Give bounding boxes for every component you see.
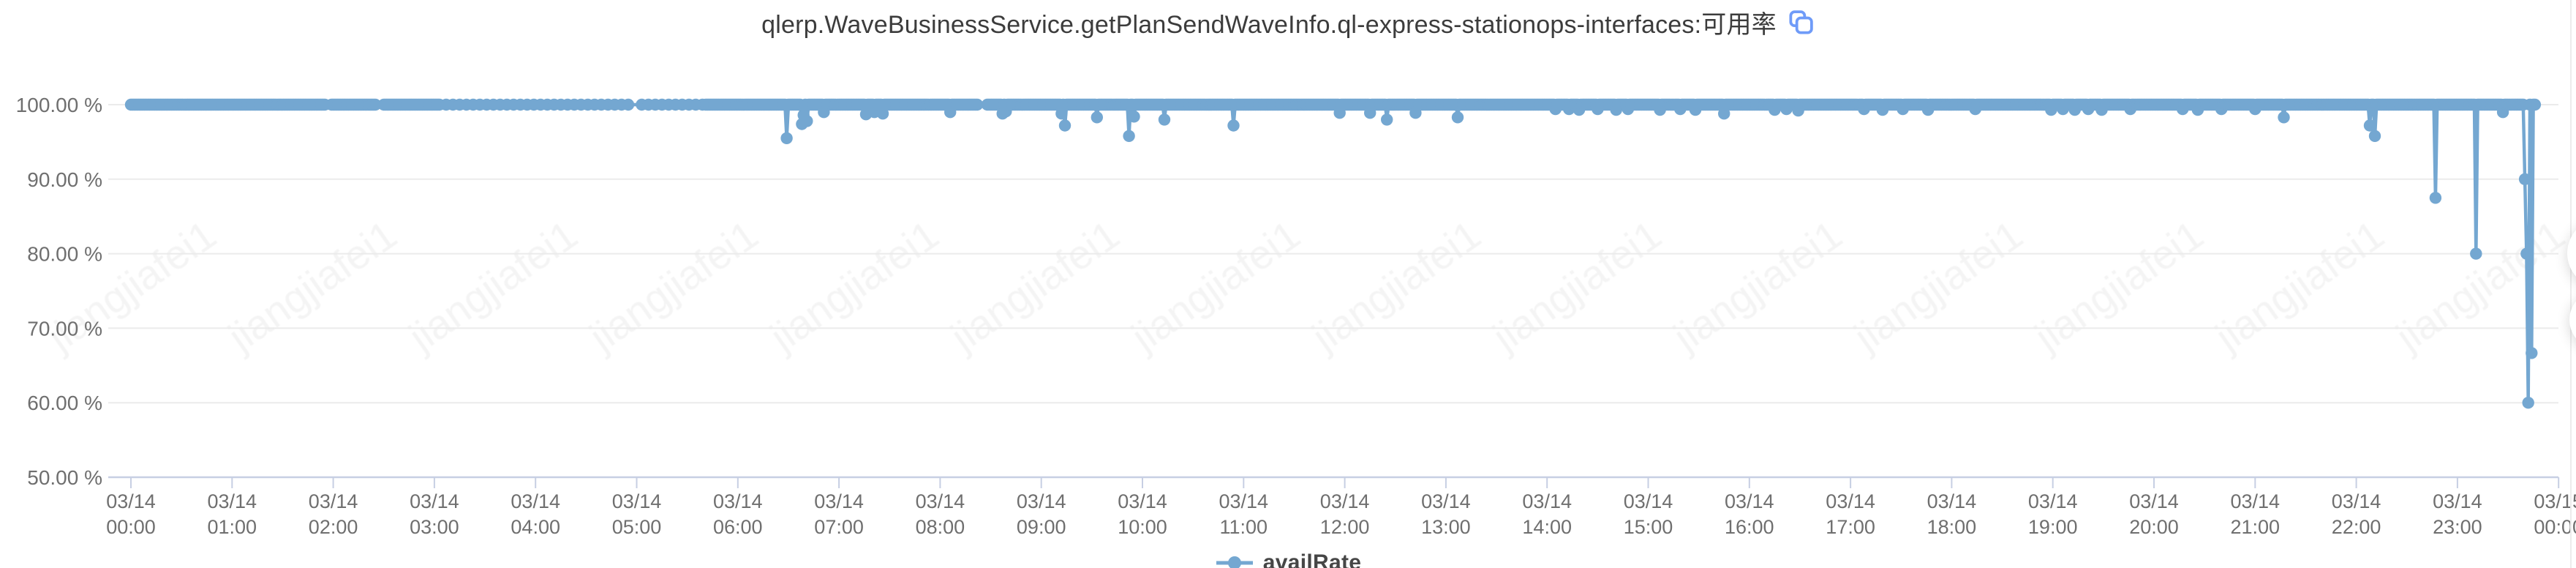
y-axis-label: 50.00 % <box>27 466 102 489</box>
x-axis-label-date: 03/14 <box>1118 490 1167 512</box>
x-axis-label-date: 03/14 <box>713 490 763 512</box>
x-axis-label-date: 03/14 <box>511 490 560 512</box>
y-axis-label: 100.00 % <box>16 94 102 116</box>
chart-title: qlerp.WaveBusinessService.getPlanSendWav… <box>761 11 1777 39</box>
x-axis-label-time: 05:00 <box>612 516 662 538</box>
x-axis-label-date: 03/14 <box>1421 490 1471 512</box>
edge-floating-button-2[interactable] <box>2569 291 2576 349</box>
chart-title-row: qlerp.WaveBusinessService.getPlanSendWav… <box>0 4 2576 40</box>
availrate-points[interactable] <box>124 98 2542 409</box>
x-axis-label-date: 03/15 <box>2534 490 2576 512</box>
legend-marker-icon[interactable] <box>1215 555 1254 568</box>
x-axis-label-date: 03/14 <box>2028 490 2078 512</box>
y-axis-label: 60.00 % <box>27 392 102 414</box>
x-axis-label-time: 04:00 <box>511 516 560 538</box>
x-axis-label-time: 19:00 <box>2028 516 2078 538</box>
y-axis-label: 90.00 % <box>27 168 102 191</box>
x-axis-label-time: 17:00 <box>1826 516 1875 538</box>
x-axis-label-time: 13:00 <box>1421 516 1471 538</box>
x-axis-label-date: 03/14 <box>208 490 257 512</box>
right-edge-divider <box>2570 0 2572 568</box>
legend: availRate <box>0 550 2576 568</box>
x-axis-label-time: 15:00 <box>1624 516 1673 538</box>
x-axis-label-time: 20:00 <box>2129 516 2179 538</box>
x-axis-label-time: 14:00 <box>1522 516 1572 538</box>
x-axis-label-date: 03/14 <box>2231 490 2281 512</box>
x-axis-label-time: 00:00 <box>2534 516 2576 538</box>
x-axis-label-time: 03:00 <box>410 516 459 538</box>
x-axis-label-time: 00:00 <box>106 516 156 538</box>
x-axis-label-time: 10:00 <box>1118 516 1167 538</box>
x-axis-label-date: 03/14 <box>2129 490 2179 512</box>
x-axis-label-date: 03/14 <box>106 490 156 512</box>
x-axis-label-date: 03/14 <box>2332 490 2381 512</box>
x-axis-label-time: 08:00 <box>916 516 965 538</box>
x-axis-label-date: 03/14 <box>1725 490 1774 512</box>
x-axis-label-time: 12:00 <box>1320 516 1370 538</box>
copy-icon[interactable] <box>1787 9 1815 37</box>
x-axis-label-time: 07:00 <box>814 516 864 538</box>
x-axis-label-time: 23:00 <box>2433 516 2482 538</box>
legend-item-availrate[interactable]: availRate <box>1262 550 1362 568</box>
y-axis-label: 70.00 % <box>27 317 102 340</box>
x-axis-label-date: 03/14 <box>916 490 965 512</box>
x-axis-label-time: 11:00 <box>1220 516 1268 538</box>
x-axis-label-time: 09:00 <box>1017 516 1066 538</box>
x-axis-label-date: 03/14 <box>1927 490 1977 512</box>
x-axis-label-date: 03/14 <box>1219 490 1269 512</box>
y-axis-label: 80.00 % <box>27 243 102 266</box>
x-axis-label-date: 03/14 <box>2433 490 2482 512</box>
x-axis-label-date: 03/14 <box>814 490 864 512</box>
x-axis-label-time: 06:00 <box>713 516 763 538</box>
x-axis-label-time: 02:00 <box>309 516 358 538</box>
x-axis-label-time: 18:00 <box>1927 516 1977 538</box>
x-axis-label-date: 03/14 <box>1017 490 1066 512</box>
x-axis-label-time: 21:00 <box>2231 516 2281 538</box>
x-axis-label-date: 03/14 <box>1826 490 1875 512</box>
x-axis-label-date: 03/14 <box>1320 490 1370 512</box>
x-axis-label-time: 22:00 <box>2332 516 2381 538</box>
x-axis-label-time: 01:00 <box>208 516 257 538</box>
x-axis-label-date: 03/14 <box>1624 490 1673 512</box>
x-axis-label-date: 03/14 <box>612 490 662 512</box>
x-axis-label-time: 16:00 <box>1725 516 1774 538</box>
x-axis-label-date: 03/14 <box>309 490 358 512</box>
x-axis-label-date: 03/14 <box>410 490 459 512</box>
x-axis-label-date: 03/14 <box>1522 490 1572 512</box>
